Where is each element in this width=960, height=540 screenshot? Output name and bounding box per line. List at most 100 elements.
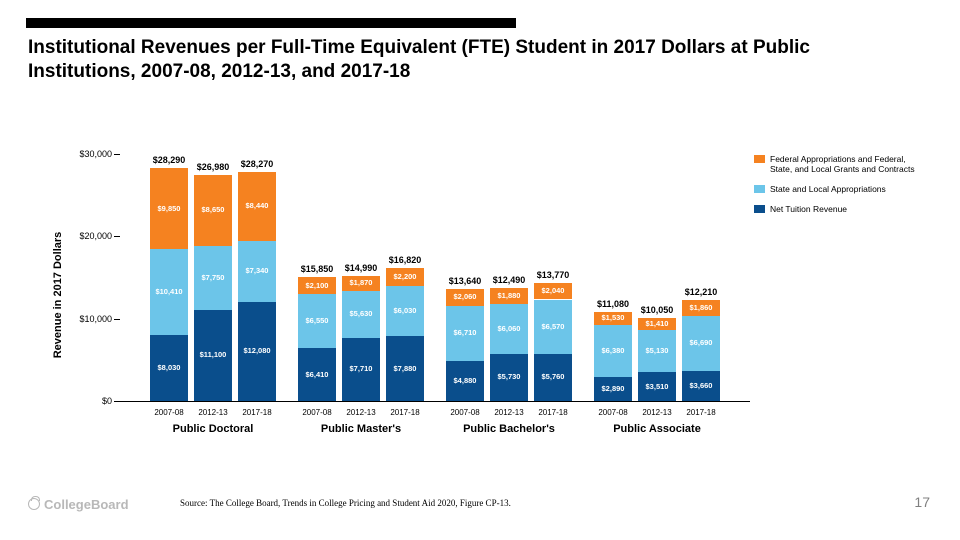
bar: $7,710$5,630$1,870$14,990 <box>342 276 380 401</box>
y-tick-label: $30,000 <box>79 149 120 159</box>
bar: $6,410$6,550$2,100$15,850 <box>298 277 336 401</box>
segment-value-label: $6,410 <box>298 370 336 379</box>
bar: $3,660$6,690$1,860$12,210 <box>682 300 720 401</box>
x-category-label: 2007-08 <box>446 408 484 417</box>
legend-swatch <box>754 185 765 193</box>
revenue-chart: Revenue in 2017 Dollars $0$10,000$20,000… <box>50 150 920 440</box>
segment-value-label: $1,860 <box>682 303 720 312</box>
segment-value-label: $3,510 <box>638 382 676 391</box>
x-category-label: 2007-08 <box>594 408 632 417</box>
segment-value-label: $2,060 <box>446 292 484 301</box>
y-tick-label: $0 <box>102 396 120 406</box>
segment-value-label: $8,650 <box>194 205 232 214</box>
segment-value-label: $7,880 <box>386 364 424 373</box>
group-label: Public Master's <box>298 423 424 435</box>
brand-logo: CollegeBoard <box>28 497 129 512</box>
segment-value-label: $6,550 <box>298 316 336 325</box>
segment-value-label: $8,030 <box>150 363 188 372</box>
segment-value-label: $5,630 <box>342 309 380 318</box>
segment-value-label: $2,100 <box>298 281 336 290</box>
x-category-label: 2017-18 <box>682 408 720 417</box>
bar-total-label: $11,080 <box>594 299 632 312</box>
chart-legend: Federal Appropriations and Federal, Stat… <box>754 154 916 224</box>
segment-value-label: $1,530 <box>594 313 632 322</box>
chart-plot-area: $0$10,000$20,000$30,000Public Doctoral$8… <box>120 154 750 402</box>
group-label: Public Doctoral <box>150 423 276 435</box>
x-category-label: 2012-13 <box>194 408 232 417</box>
acorn-icon <box>28 498 40 510</box>
segment-value-label: $11,100 <box>194 350 232 359</box>
group-label: Public Bachelor's <box>446 423 572 435</box>
bar-total-label: $14,990 <box>342 263 380 276</box>
segment-value-label: $9,850 <box>150 204 188 213</box>
bar: $5,760$6,570$2,040$13,770 <box>534 283 572 401</box>
group-label: Public Associate <box>594 423 720 435</box>
bar-total-label: $13,640 <box>446 276 484 289</box>
segment-value-label: $10,410 <box>150 287 188 296</box>
brand-text: CollegeBoard <box>44 497 129 512</box>
segment-value-label: $1,880 <box>490 291 528 300</box>
bar-total-label: $16,820 <box>386 255 424 268</box>
page-title: Institutional Revenues per Full-Time Equ… <box>28 36 848 84</box>
segment-value-label: $5,130 <box>638 346 676 355</box>
segment-value-label: $12,080 <box>238 346 276 355</box>
bar-total-label: $13,770 <box>534 270 572 283</box>
bar-total-label: $15,850 <box>298 264 336 277</box>
segment-value-label: $8,440 <box>238 201 276 210</box>
legend-swatch <box>754 155 765 163</box>
bar: $4,880$6,710$2,060$13,640 <box>446 289 484 401</box>
bar: $11,100$7,750$8,650$26,980 <box>194 175 232 401</box>
y-axis-label: Revenue in 2017 Dollars <box>52 232 64 359</box>
segment-value-label: $2,040 <box>534 286 572 295</box>
segment-value-label: $5,730 <box>490 372 528 381</box>
segment-value-label: $6,380 <box>594 346 632 355</box>
segment-value-label: $6,030 <box>386 306 424 315</box>
y-tick-label: $10,000 <box>79 314 120 324</box>
x-category-label: 2012-13 <box>490 408 528 417</box>
bar: $8,030$10,410$9,850$28,290 <box>150 168 188 401</box>
y-tick-label: $20,000 <box>79 231 120 241</box>
bar-total-label: $26,980 <box>194 162 232 175</box>
bar: $12,080$7,340$8,440$28,270 <box>238 172 276 401</box>
segment-value-label: $7,750 <box>194 273 232 282</box>
x-category-label: 2007-08 <box>150 408 188 417</box>
bar: $5,730$6,060$1,880$12,490 <box>490 288 528 401</box>
x-category-label: 2017-18 <box>386 408 424 417</box>
segment-value-label: $2,200 <box>386 272 424 281</box>
bar-total-label: $10,050 <box>638 305 676 318</box>
bar-total-label: $12,210 <box>682 287 720 300</box>
legend-label: State and Local Appropriations <box>770 184 886 194</box>
legend-swatch <box>754 205 765 213</box>
bar-total-label: $12,490 <box>490 275 528 288</box>
segment-value-label: $2,890 <box>594 384 632 393</box>
bar: $3,510$5,130$1,410$10,050 <box>638 318 676 401</box>
bar-total-label: $28,290 <box>150 155 188 168</box>
source-text: Source: The College Board, Trends in Col… <box>180 498 511 508</box>
legend-label: Federal Appropriations and Federal, Stat… <box>770 154 916 174</box>
bar: $7,880$6,030$2,200$16,820 <box>386 268 424 401</box>
segment-value-label: $6,060 <box>490 324 528 333</box>
segment-value-label: $1,870 <box>342 278 380 287</box>
legend-label: Net Tuition Revenue <box>770 204 847 214</box>
x-category-label: 2017-18 <box>534 408 572 417</box>
segment-value-label: $6,690 <box>682 338 720 347</box>
segment-value-label: $6,710 <box>446 328 484 337</box>
legend-item: Federal Appropriations and Federal, Stat… <box>754 154 916 174</box>
segment-value-label: $6,570 <box>534 322 572 331</box>
segment-value-label: $5,760 <box>534 372 572 381</box>
x-category-label: 2017-18 <box>238 408 276 417</box>
title-rule <box>26 18 516 28</box>
x-category-label: 2012-13 <box>342 408 380 417</box>
x-category-label: 2007-08 <box>298 408 336 417</box>
segment-value-label: $7,710 <box>342 364 380 373</box>
segment-value-label: $1,410 <box>638 319 676 328</box>
segment-value-label: $4,880 <box>446 376 484 385</box>
bar-total-label: $28,270 <box>238 159 276 172</box>
segment-value-label: $3,660 <box>682 381 720 390</box>
page-number: 17 <box>914 494 930 510</box>
segment-value-label: $7,340 <box>238 266 276 275</box>
legend-item: Net Tuition Revenue <box>754 204 916 214</box>
legend-item: State and Local Appropriations <box>754 184 916 194</box>
bar: $2,890$6,380$1,530$11,080 <box>594 312 632 401</box>
x-category-label: 2012-13 <box>638 408 676 417</box>
